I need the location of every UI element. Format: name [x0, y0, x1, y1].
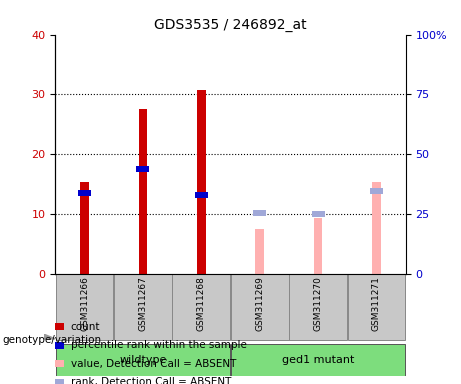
Bar	[255, 229, 264, 274]
FancyBboxPatch shape	[231, 344, 405, 376]
Text: GSM311268: GSM311268	[197, 276, 206, 331]
Bar	[80, 182, 89, 274]
Bar	[370, 188, 383, 194]
Bar	[312, 211, 325, 217]
Bar	[253, 210, 266, 216]
Polygon shape	[44, 334, 55, 339]
Text: GSM311270: GSM311270	[313, 276, 323, 331]
Bar	[78, 190, 91, 196]
Bar	[313, 218, 323, 274]
Bar	[197, 89, 206, 274]
Text: genotype/variation: genotype/variation	[2, 335, 101, 345]
FancyBboxPatch shape	[172, 274, 230, 341]
Text: GSM311267: GSM311267	[138, 276, 148, 331]
Text: rank, Detection Call = ABSENT: rank, Detection Call = ABSENT	[71, 377, 231, 384]
FancyBboxPatch shape	[114, 274, 172, 341]
FancyBboxPatch shape	[56, 344, 230, 376]
FancyBboxPatch shape	[348, 274, 405, 341]
FancyBboxPatch shape	[231, 274, 289, 341]
Bar	[136, 166, 149, 172]
Bar	[138, 109, 147, 274]
Text: count: count	[71, 322, 100, 332]
Text: GSM311266: GSM311266	[80, 276, 89, 331]
Text: ged1 mutant: ged1 mutant	[282, 355, 354, 365]
FancyBboxPatch shape	[56, 274, 113, 341]
Text: GSM311271: GSM311271	[372, 276, 381, 331]
Text: GSM311269: GSM311269	[255, 276, 264, 331]
Text: value, Detection Call = ABSENT: value, Detection Call = ABSENT	[71, 359, 236, 369]
Bar	[372, 182, 381, 274]
Text: wildtype: wildtype	[119, 355, 166, 365]
Text: percentile rank within the sample: percentile rank within the sample	[71, 340, 247, 350]
Bar	[195, 192, 208, 198]
Title: GDS3535 / 246892_at: GDS3535 / 246892_at	[154, 18, 307, 32]
FancyBboxPatch shape	[289, 274, 347, 341]
